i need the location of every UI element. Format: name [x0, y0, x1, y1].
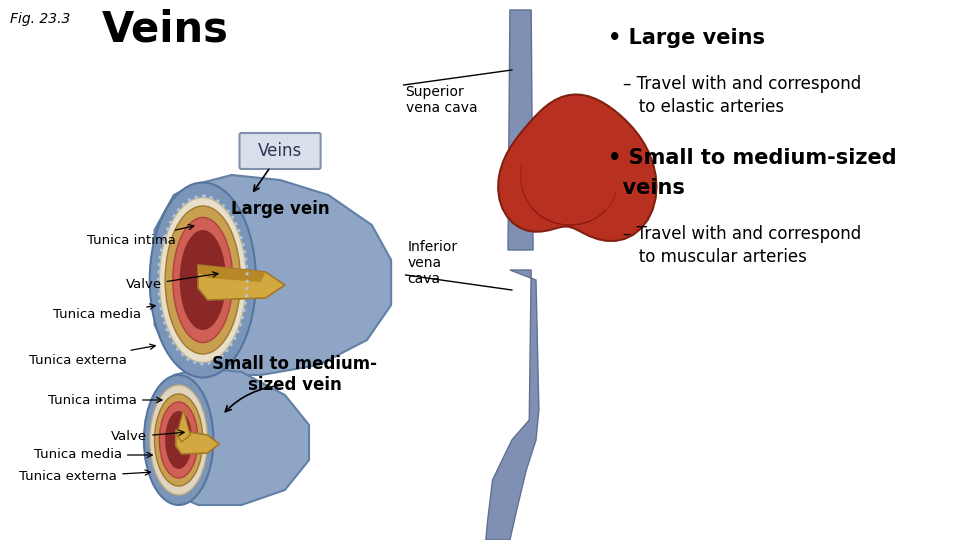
FancyBboxPatch shape: [239, 133, 321, 169]
Polygon shape: [498, 94, 657, 241]
Ellipse shape: [173, 218, 232, 342]
Text: Valve: Valve: [126, 272, 218, 292]
Ellipse shape: [150, 183, 256, 377]
Ellipse shape: [180, 230, 226, 330]
Ellipse shape: [165, 411, 192, 469]
Text: Veins: Veins: [258, 142, 302, 160]
Text: • Small to medium-sized: • Small to medium-sized: [609, 148, 897, 168]
Polygon shape: [177, 410, 190, 442]
Text: • Large veins: • Large veins: [609, 28, 765, 48]
Text: veins: veins: [609, 178, 685, 198]
Text: to muscular arteries: to muscular arteries: [623, 248, 806, 266]
Ellipse shape: [155, 394, 203, 486]
Text: Tunica externa: Tunica externa: [19, 470, 151, 483]
Text: Tunica intima: Tunica intima: [87, 225, 194, 246]
Polygon shape: [176, 430, 219, 454]
Text: Valve: Valve: [111, 430, 184, 443]
Text: Tunica media: Tunica media: [53, 304, 156, 321]
Polygon shape: [508, 10, 533, 250]
Text: Veins: Veins: [102, 8, 228, 50]
Polygon shape: [155, 175, 391, 375]
Text: – Travel with and correspond: – Travel with and correspond: [623, 75, 861, 93]
Text: Inferior
vena
cava: Inferior vena cava: [408, 240, 458, 286]
Text: Tunica intima: Tunica intima: [48, 394, 162, 407]
Polygon shape: [198, 265, 285, 300]
Ellipse shape: [165, 206, 240, 354]
Polygon shape: [486, 270, 539, 540]
Text: Large vein: Large vein: [230, 200, 329, 218]
Polygon shape: [155, 368, 309, 505]
Ellipse shape: [150, 385, 207, 495]
Text: Small to medium-
sized vein: Small to medium- sized vein: [212, 355, 377, 394]
Polygon shape: [198, 265, 266, 282]
Text: Tunica externa: Tunica externa: [29, 344, 156, 367]
Ellipse shape: [159, 198, 247, 362]
Text: Fig. 23.3: Fig. 23.3: [10, 12, 70, 26]
Text: to elastic arteries: to elastic arteries: [623, 98, 784, 116]
Ellipse shape: [159, 402, 198, 478]
Ellipse shape: [144, 375, 213, 505]
Text: – Travel with and correspond: – Travel with and correspond: [623, 225, 861, 243]
Text: Tunica media: Tunica media: [34, 449, 153, 462]
Text: Superior
vena cava: Superior vena cava: [406, 85, 477, 115]
